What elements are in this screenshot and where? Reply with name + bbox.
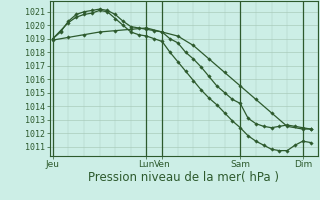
X-axis label: Pression niveau de la mer( hPa ): Pression niveau de la mer( hPa ): [89, 171, 279, 184]
